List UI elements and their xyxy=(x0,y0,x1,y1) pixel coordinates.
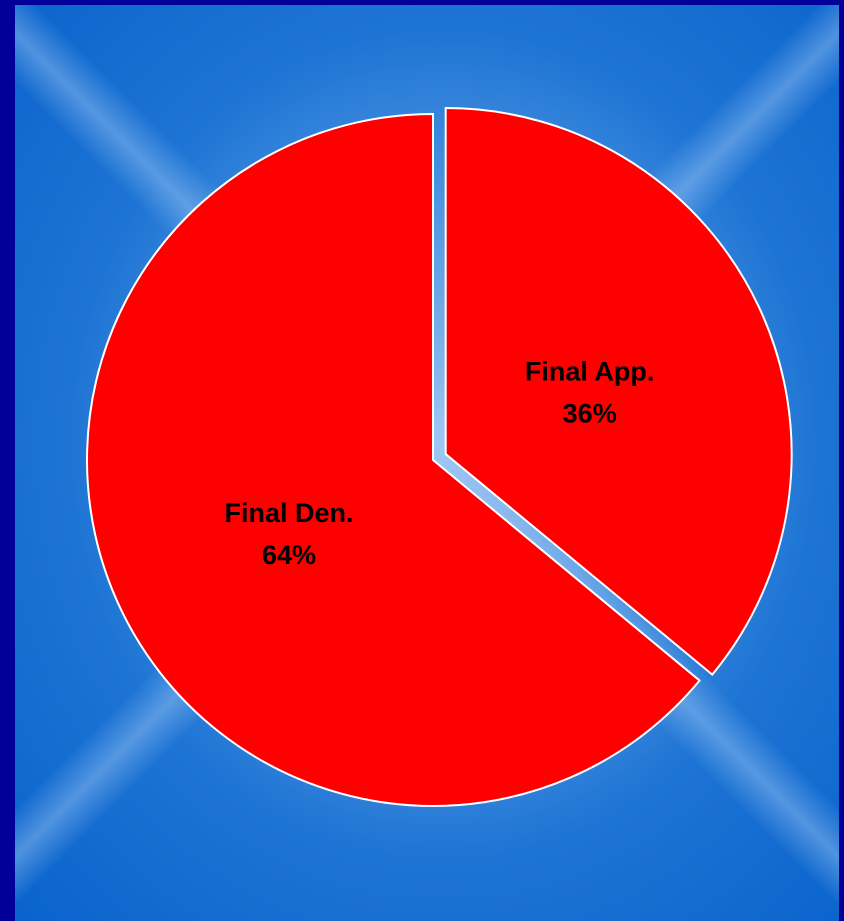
pie-slice-final-app xyxy=(444,107,793,676)
slice-label: Final App. xyxy=(525,356,655,386)
slice-label: Final Den. xyxy=(224,498,353,528)
pie-slice-final-den xyxy=(86,112,702,807)
slice-value-label: 36% xyxy=(563,398,617,428)
slice-value-label: 64% xyxy=(262,540,316,570)
